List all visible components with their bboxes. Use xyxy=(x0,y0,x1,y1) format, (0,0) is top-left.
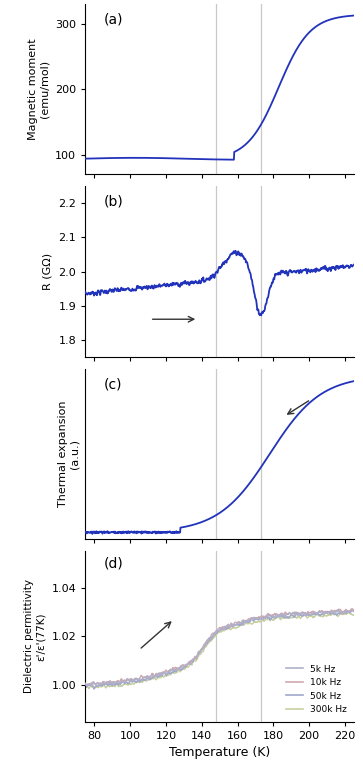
Text: (a): (a) xyxy=(104,12,124,27)
Y-axis label: Magnetic moment
(emu/mol): Magnetic moment (emu/mol) xyxy=(28,38,50,140)
Legend: 5k Hz, 10k Hz, 50k Hz, 300k Hz: 5k Hz, 10k Hz, 50k Hz, 300k Hz xyxy=(284,662,350,717)
Y-axis label: R (GΩ): R (GΩ) xyxy=(43,253,53,290)
Y-axis label: Dielectric permittivity
ε'/ε'(77K): Dielectric permittivity ε'/ε'(77K) xyxy=(24,580,46,693)
Text: (c): (c) xyxy=(104,378,123,392)
Text: (d): (d) xyxy=(104,556,124,570)
X-axis label: Temperature (K): Temperature (K) xyxy=(169,746,270,759)
Text: (b): (b) xyxy=(104,195,124,209)
Y-axis label: Thermal expansion
(a.u.): Thermal expansion (a.u.) xyxy=(58,401,80,507)
